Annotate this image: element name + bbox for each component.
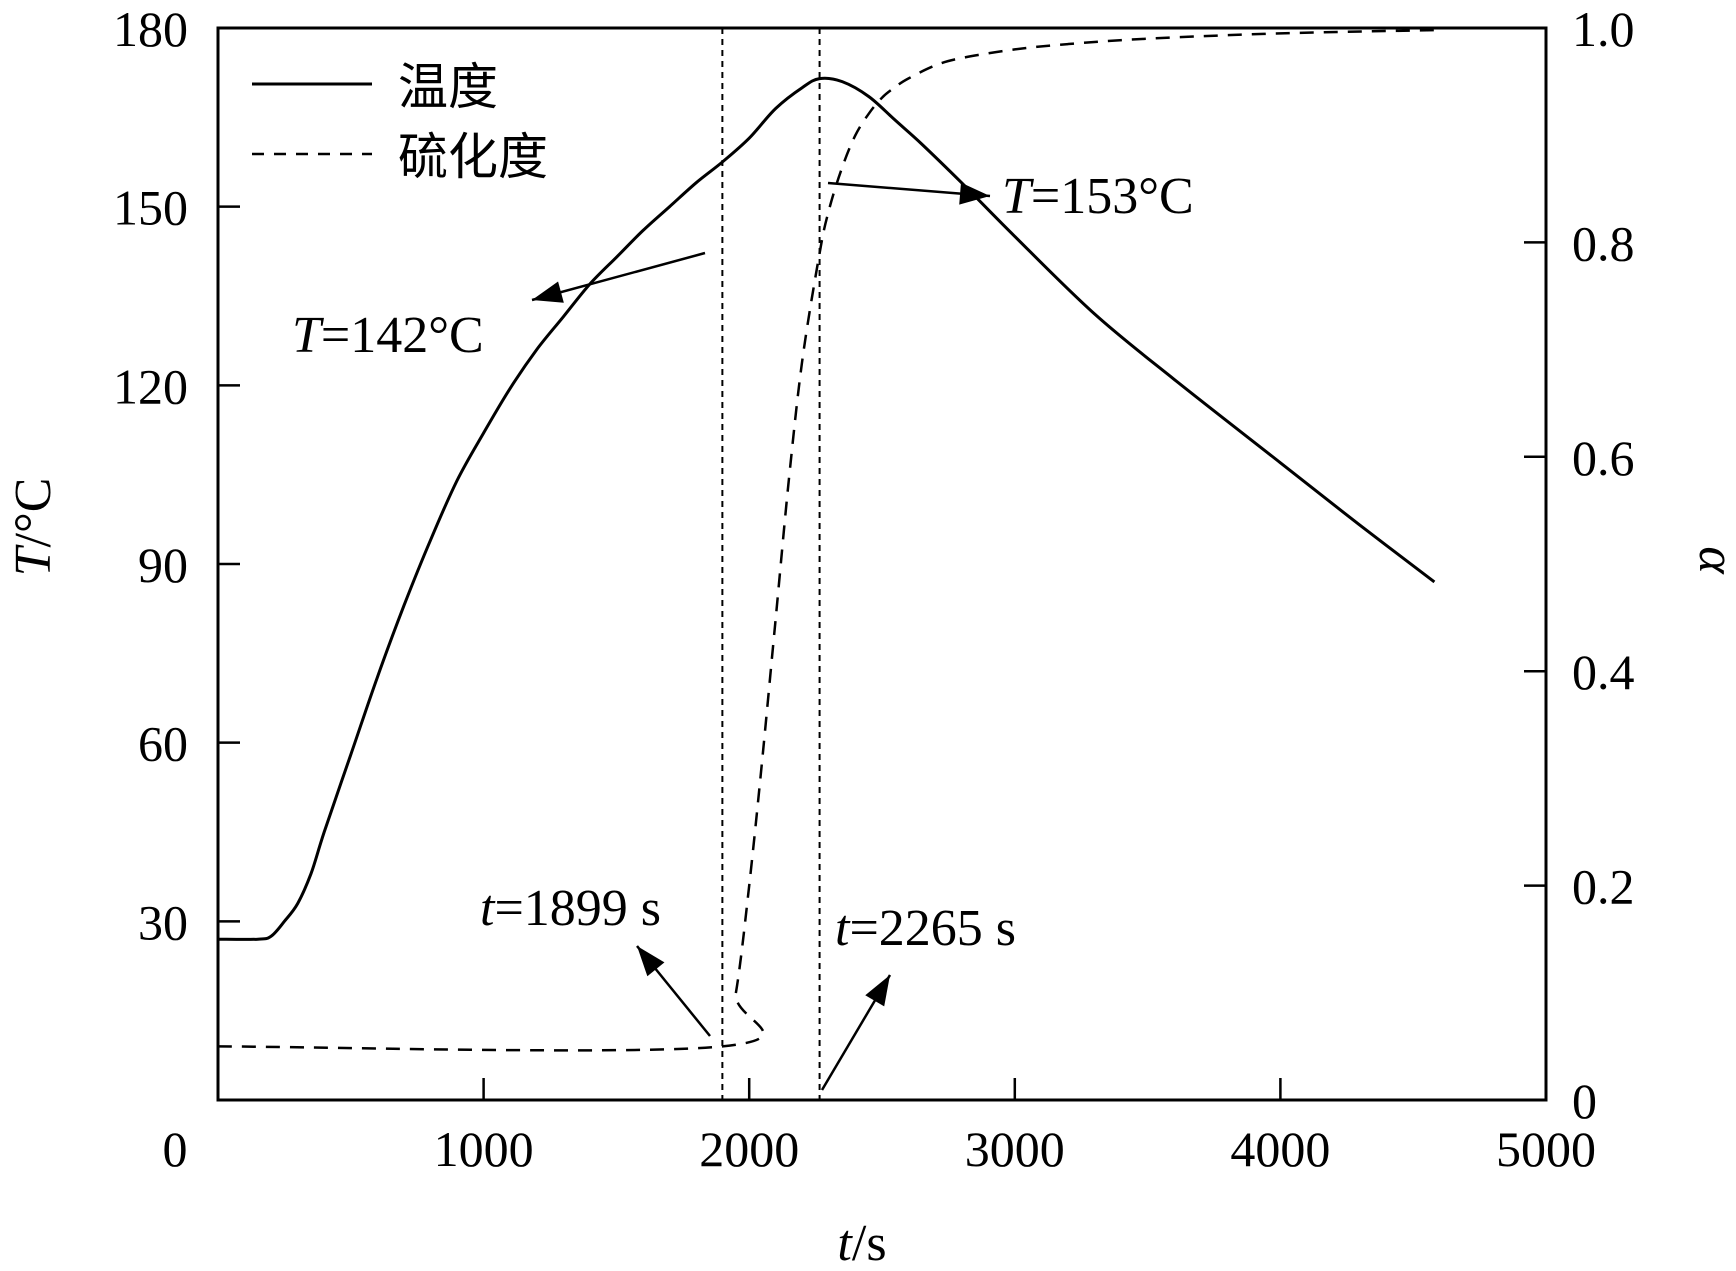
series-layer [217,28,1436,1052]
y-axis-left-ticks: 30 60 90 120 150 180 [113,1,240,950]
y-left-tick-label: 180 [113,1,188,57]
annotation-t1899: t=1899 s [480,880,661,937]
y-left-tick-label: 90 [138,537,188,593]
x-axis-label: t/s [837,1215,886,1271]
annotations: t=1899 s t=2265 s T=142°C T=153°C [292,168,1194,1091]
y-axis-left-label: T/°C [5,478,62,577]
y-left-tick-label: 150 [113,180,188,236]
x-tick-label: 4000 [1230,1121,1330,1177]
x-tick-label: 5000 [1496,1121,1596,1177]
x-tick-label: 2000 [699,1121,799,1177]
annotation-arrow-t2265-head [865,975,890,1007]
x-tick-label: 3000 [965,1121,1065,1177]
legend: 温度 硫化度 [252,58,548,186]
y-right-tick-label: 0.8 [1572,215,1635,271]
y-right-tick-label: 0 [1572,1073,1597,1129]
annotation-arrow-T153-head [959,182,990,205]
x-axis-ticks: 0 1000 2000 3000 4000 5000 [163,1078,1596,1177]
annotation-T142: T=142°C [292,307,484,364]
vline-layer [721,28,821,1100]
y-left-tick-label: 30 [138,894,188,950]
legend-label-cure-degree: 硫化度 [398,128,548,186]
series-line-cure-degree [217,28,1435,1052]
x-tick-label: 0 [163,1121,188,1177]
annotation-arrow-t1899-head [637,946,665,977]
y-axis-right-label: α [1688,546,1736,575]
y-right-tick-label: 0.4 [1572,644,1635,700]
annotation-t2265: t=2265 s [835,900,1016,957]
y-axis-right-ticks: 0 0.2 0.4 0.6 0.8 1.0 [1524,1,1635,1129]
y-right-tick-label: 0.2 [1572,859,1635,915]
annotation-T153: T=153°C [1002,168,1194,225]
y-left-tick-label: 120 [113,358,188,414]
x-tick-label: 1000 [434,1121,534,1177]
y-right-tick-label: 1.0 [1572,1,1635,57]
y-left-tick-label: 60 [138,716,188,772]
annotation-arrow-T142-head [532,281,564,303]
legend-label-temperature: 温度 [398,58,498,116]
series-line-temperature [217,76,1436,941]
y-right-tick-label: 0.6 [1572,430,1635,486]
